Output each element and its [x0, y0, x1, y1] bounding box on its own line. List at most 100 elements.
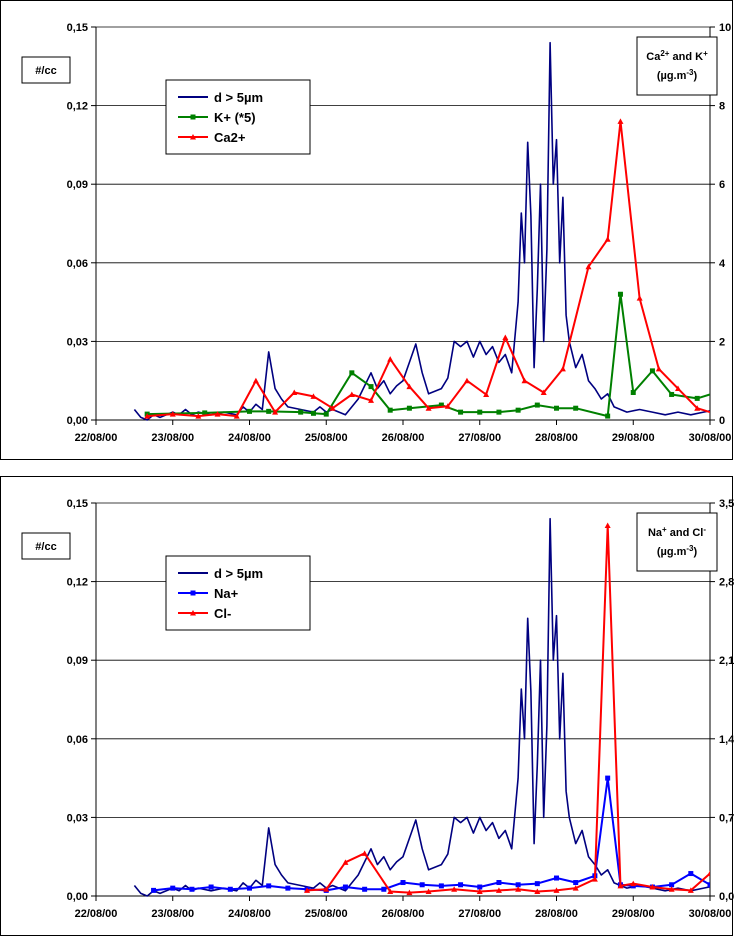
left-unit-box — [21, 56, 71, 84]
series-k-5-point — [573, 405, 579, 411]
series-k-5-point — [617, 291, 623, 297]
y-left-tick-label: 0,03 — [67, 812, 88, 824]
x-tick-label: 27/08/00 — [458, 432, 501, 444]
series-cl-point — [425, 888, 432, 895]
y-right-tick-label: 2 — [719, 336, 725, 348]
series-na-point — [496, 880, 502, 886]
series-na-point — [554, 875, 559, 881]
series-ca2-point — [540, 389, 547, 395]
series-ca2-point — [585, 263, 592, 270]
series-na-point — [362, 886, 368, 892]
series-ca2-point — [617, 118, 624, 124]
series-cl-point — [707, 870, 710, 877]
series-ca2-point — [144, 413, 151, 419]
legend-swatch-marker — [190, 610, 196, 616]
y-right-tick-label: 10 — [719, 22, 731, 34]
y-left-tick-label: 0,15 — [67, 498, 88, 510]
x-tick-label: 22/08/00 — [75, 432, 118, 444]
series-ca2-point — [604, 236, 611, 242]
series-k-5-point — [669, 391, 675, 397]
series-na-point — [477, 884, 483, 890]
series-na-point — [189, 886, 195, 892]
series-cl-point — [668, 886, 675, 892]
series-ca2-point — [368, 397, 375, 403]
series-ca2-point — [425, 405, 432, 411]
series-k-5-point — [387, 407, 393, 413]
legend-label: Cl- — [214, 606, 231, 621]
series-ca2-point — [675, 385, 682, 392]
y-left-tick-label: 0,00 — [67, 415, 88, 427]
series-ca2-point — [233, 413, 240, 419]
series-k-5-point — [298, 409, 304, 415]
left-unit-box — [21, 532, 71, 560]
series-na-point — [707, 882, 710, 888]
series-k-5-point — [515, 407, 521, 413]
series-na-point — [438, 883, 444, 889]
x-tick-label: 27/08/00 — [458, 908, 501, 920]
x-tick-label: 22/08/00 — [75, 908, 118, 920]
series-ca2-point — [329, 405, 336, 411]
series-k-5-point — [630, 389, 636, 395]
series-cl-point — [406, 889, 413, 896]
y-left-tick-label: 0,03 — [67, 336, 88, 348]
series-ca2-point — [291, 389, 298, 395]
series-k-5-point — [554, 405, 559, 411]
x-tick-label: 29/08/00 — [612, 908, 655, 920]
series-cl-point — [476, 888, 483, 895]
plot-area — [133, 41, 710, 421]
legend-label: K+ (*5) — [214, 110, 256, 125]
series-k-5-point — [438, 402, 444, 408]
series-ca2-point — [252, 377, 259, 384]
right-unit-box — [636, 36, 718, 96]
series-k-5-point — [496, 409, 502, 415]
series-na-point — [227, 886, 233, 892]
series-na-point — [151, 887, 157, 893]
x-tick-label: 28/08/00 — [535, 908, 578, 920]
y-right-tick-label: 2,8 — [719, 577, 734, 589]
series-k-5-point — [266, 408, 272, 414]
series-ca2-point — [387, 356, 394, 362]
series-ca2-point — [502, 334, 509, 340]
chart-bottom-sodium-chloride: 0,00 0,03 0,06 0,09 0,12 0,15 0,0 0,7 1,4 2,1 2,8 3… — [0, 476, 734, 936]
chart-frame — [0, 0, 733, 460]
series-na-point — [208, 884, 214, 890]
series-cl-point — [534, 888, 541, 895]
series-na-point — [285, 885, 291, 891]
y-right-tick-label: 3,5 — [719, 498, 734, 510]
series-cl-point — [387, 888, 394, 895]
series-ca2-point — [694, 405, 701, 411]
series-ca2-point — [521, 377, 528, 384]
series-ca2-point — [406, 383, 413, 390]
chart-top-svg: 0,00 0,03 0,06 0,09 0,12 0,15 0 2 4 6 8 10 22/08/00 2… — [0, 0, 733, 460]
series-ca2-point — [655, 365, 662, 372]
series-d-5-m-line — [133, 517, 710, 897]
series-cl-point — [604, 522, 611, 528]
series-cl-line — [307, 524, 710, 894]
series-cl-point — [451, 886, 458, 892]
y-left-tick-label: 0,15 — [67, 22, 88, 34]
series-k-5-point — [349, 370, 355, 376]
series-cl-point — [617, 882, 624, 889]
legend-label: Na+ — [214, 586, 239, 601]
series-k-5-point — [649, 368, 655, 374]
series-na-point — [573, 880, 579, 886]
series-ca2-point — [444, 403, 451, 409]
series-k-5-point — [458, 409, 464, 415]
series-na-point — [170, 885, 176, 891]
series-ca2-point — [463, 377, 470, 384]
chart-frame — [0, 476, 733, 936]
series-cl-point — [687, 887, 694, 893]
y-right-tick-label: 4 — [719, 258, 726, 270]
x-tick-label: 28/08/00 — [535, 432, 578, 444]
series-k-5-point — [310, 410, 316, 416]
series-k-5-point — [368, 384, 374, 390]
series-ca2-point — [483, 391, 490, 397]
legend-swatch-marker — [190, 590, 196, 596]
series-na-point — [669, 882, 675, 888]
series-na-point — [605, 775, 611, 781]
series-na-point — [381, 886, 387, 892]
series-k-5-point — [534, 402, 540, 408]
series-k-5-point — [605, 413, 611, 419]
series-k-5-point — [406, 405, 412, 411]
series-na-point — [266, 883, 272, 889]
